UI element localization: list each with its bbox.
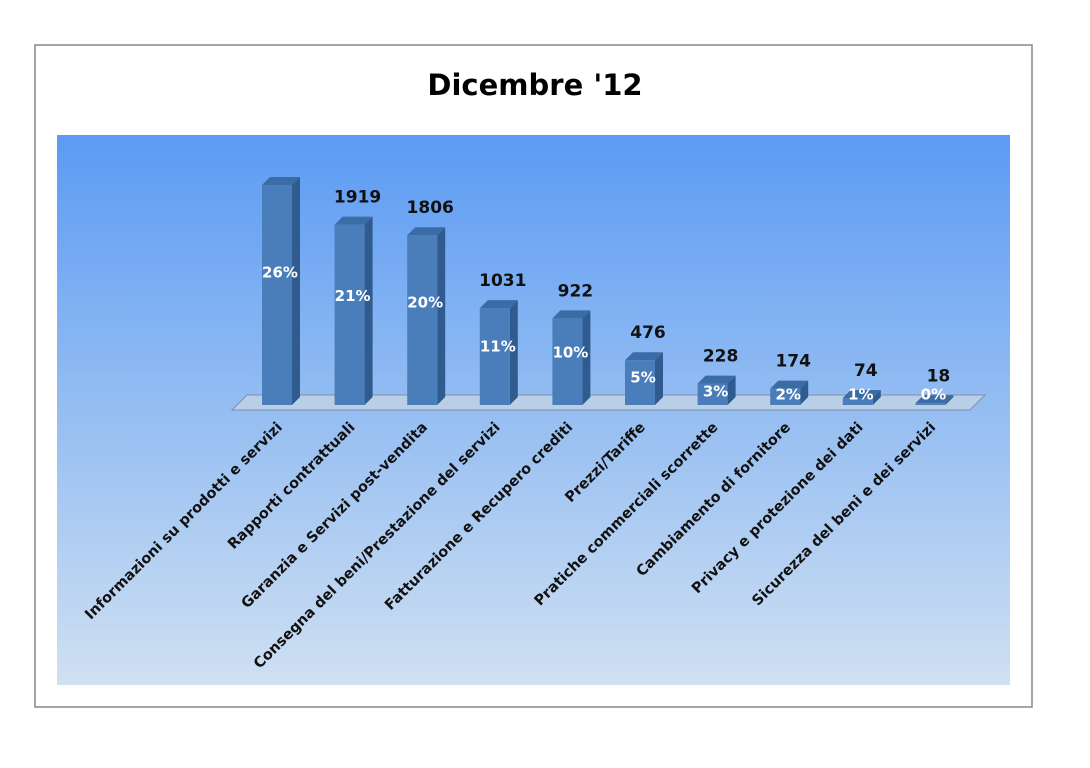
value-label: 922 [558,281,594,301]
percent-label: 2% [775,386,800,404]
value-label: 74 [854,361,878,381]
chart-title: Dicembre '12 [427,68,642,102]
bar-side [727,375,736,405]
value-label: 1919 [334,188,381,208]
value-label: 1031 [479,271,526,291]
bar [625,360,655,405]
bar-top [479,300,518,309]
percent-label: 1% [848,386,873,404]
bar [770,388,801,405]
bar [552,318,583,405]
bar-side [945,395,954,405]
bar-top [842,390,881,399]
percent-label: 26% [262,264,298,282]
percent-label: 21% [335,287,371,305]
bar [915,403,946,405]
value-label: 476 [630,323,666,343]
bar-side [292,177,300,405]
bar [842,398,873,405]
bar-side [364,216,373,405]
percent-label: 0% [921,386,946,404]
bar-side [582,310,591,405]
bar [334,224,365,405]
bar-top [625,352,663,361]
bar-side [655,352,663,405]
bar-top [407,227,446,236]
percent-label: 11% [480,337,516,355]
bar-side [509,300,518,405]
bar-top [262,177,300,185]
bar [262,185,292,405]
bar [697,383,728,405]
value-label: 228 [703,347,739,367]
bar-side [800,380,809,405]
percent-label: 10% [552,343,588,361]
bar-side [872,390,881,405]
percent-label: 20% [407,294,443,312]
bar [407,235,438,405]
value-label: 174 [775,352,811,372]
bar-top [915,395,954,404]
bar-side [437,227,446,405]
bar-top [770,380,809,389]
value-label: 18 [927,366,951,386]
bar-top [552,310,591,319]
value-label: 1806 [407,198,454,218]
bar-top [697,375,736,384]
bar-top [334,216,373,225]
bar [479,308,510,405]
percent-label: 5% [630,369,655,387]
percent-label: 3% [703,383,728,401]
